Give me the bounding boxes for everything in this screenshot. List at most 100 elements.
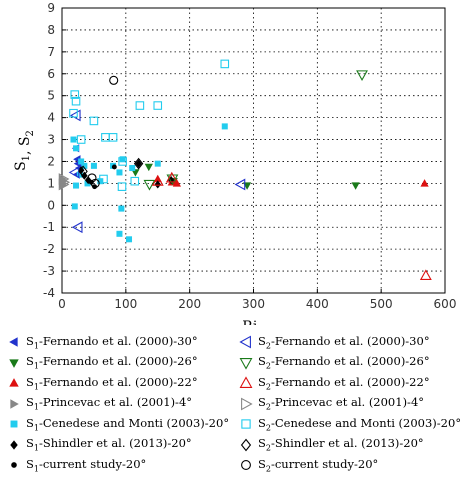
x-tick-label: 500: [370, 297, 393, 311]
legend-marker-icon: [10, 420, 18, 428]
legend-marker: [9, 358, 19, 368]
data-point: [419, 269, 432, 281]
legend-marker-icon: [239, 376, 253, 388]
legend-marker: [241, 397, 253, 410]
series-12: [69, 59, 230, 191]
data-point: [101, 133, 110, 142]
data-point: [144, 163, 153, 172]
series-10: [151, 171, 432, 281]
y-axis-label-part: , S: [17, 136, 33, 155]
y-axis-label: S1, S2: [13, 130, 36, 171]
legend-marker: [241, 419, 251, 429]
y-tick-label: -3: [43, 264, 55, 278]
data-point: [131, 169, 140, 177]
legend-marker-icon: [10, 398, 19, 409]
legend-marker: [11, 462, 17, 468]
data-point: [165, 171, 178, 183]
legend-item-s1-3: S1-Fernando et al. (2000)-22°: [6, 374, 198, 392]
legend-label: S1-Fernando et al. (2000)-26°: [26, 354, 198, 371]
legend-marker-icon: [240, 438, 252, 451]
series-5: [70, 123, 228, 243]
data-point: [143, 179, 156, 191]
data-point: [135, 101, 145, 110]
legend-marker-icon: [9, 378, 19, 387]
data-point: [130, 176, 140, 186]
data-point: [126, 236, 133, 243]
legend-item-s1-4: S1-Princevac et al. (2001)-4°: [6, 395, 192, 413]
legend-marker: [9, 337, 18, 347]
x-axis-label: RiB: [242, 319, 264, 325]
legend-marker: [241, 460, 251, 470]
data-point: [108, 133, 118, 142]
data-point: [78, 158, 85, 165]
data-point: [118, 157, 127, 166]
legend-label: S2-Fernando et al. (2000)-26°: [258, 354, 430, 371]
legend-item-s1-2: S1-Fernando et al. (2000)-26°: [6, 354, 198, 372]
legend-item-s2-7: S2-current study-20°: [238, 456, 378, 474]
y-tick-label: -1: [43, 220, 55, 234]
legend-marker: [239, 376, 253, 388]
x-tick-label: 100: [114, 297, 137, 311]
data-point: [151, 175, 164, 186]
data-point: [97, 178, 104, 185]
legend: S1-Fernando et al. (2000)-30° S1-Fernando…: [0, 325, 467, 500]
data-point: [172, 179, 182, 187]
grid-lines: [62, 8, 445, 293]
legend-label: S2-Fernando et al. (2000)-30°: [258, 333, 430, 351]
series-13: [78, 157, 144, 178]
y-tick-label: 1: [47, 176, 55, 190]
data-point: [234, 178, 246, 191]
x-axis-label-main: Ri: [242, 319, 258, 325]
legend-marker-icon: [239, 357, 253, 370]
legend-marker: [9, 378, 19, 387]
data-point: [154, 160, 161, 167]
data-point: [70, 136, 77, 143]
y-tick-label: 4: [47, 111, 55, 125]
data-point: [89, 116, 99, 126]
legend-label: S1-current study-20°: [26, 456, 147, 474]
y-tick-label: -4: [43, 286, 55, 300]
y-axis-label-sub: 1: [21, 155, 32, 161]
y-tick-label: 6: [47, 67, 55, 81]
y-tick-label: -2: [43, 242, 55, 256]
data-point: [420, 179, 429, 187]
legend-item-s2-3: S2-Fernando et al. (2000)-22°: [238, 374, 430, 392]
data-point: [73, 145, 80, 152]
legend-label: S1-Princevac et al. (2001)-4°: [26, 395, 193, 412]
legend-marker: [10, 420, 18, 428]
legend-marker: [239, 357, 253, 370]
y-axis-label-sub: 2: [25, 130, 36, 136]
data-point: [111, 164, 117, 170]
data-point: [221, 123, 228, 130]
y-axis-label-part: S: [13, 161, 29, 171]
data-point: [118, 205, 125, 212]
legend-marker-icon: [9, 358, 19, 368]
data-point: [73, 182, 80, 189]
data-point: [99, 174, 108, 184]
legend-item-s2-4: S2-Princevac et al. (2001)-4°: [238, 395, 424, 413]
legend-marker-icon: [239, 335, 251, 349]
data-point: [71, 221, 83, 234]
series-11: [58, 173, 71, 191]
legend-item-s1-6: S1-Shindler et al. (2013)-20°: [6, 436, 192, 454]
data-point: [76, 135, 86, 144]
legend-marker-icon: [241, 419, 251, 429]
data-point: [71, 96, 81, 106]
data-point: [243, 182, 252, 190]
legend-item-s1-1: S1-Fernando et al. (2000)-30°: [6, 333, 198, 351]
data-point: [90, 178, 100, 188]
data-point: [154, 180, 162, 189]
legend-marker: [10, 398, 19, 409]
y-tick-label: 2: [47, 154, 55, 168]
axis-ticks: 0 100 200 300 400 500 600 -4 -3 -2 -1 0 1 2 3 4 5 6 7 8 9: [43, 1, 456, 311]
legend-label: S2-Shindler et al. (2013)-20°: [258, 436, 424, 453]
data-points: [58, 59, 432, 281]
data-point: [356, 70, 368, 81]
data-point: [70, 90, 80, 99]
data-point: [117, 182, 127, 191]
legend-label: S2-Princevac et al. (2001)-4°: [258, 395, 425, 412]
legend-marker: [240, 438, 252, 451]
series-9: [143, 70, 368, 191]
legend-label: S2-Cenedese and Monti (2003)-20°: [258, 415, 462, 433]
plot-frame: [61, 7, 446, 294]
